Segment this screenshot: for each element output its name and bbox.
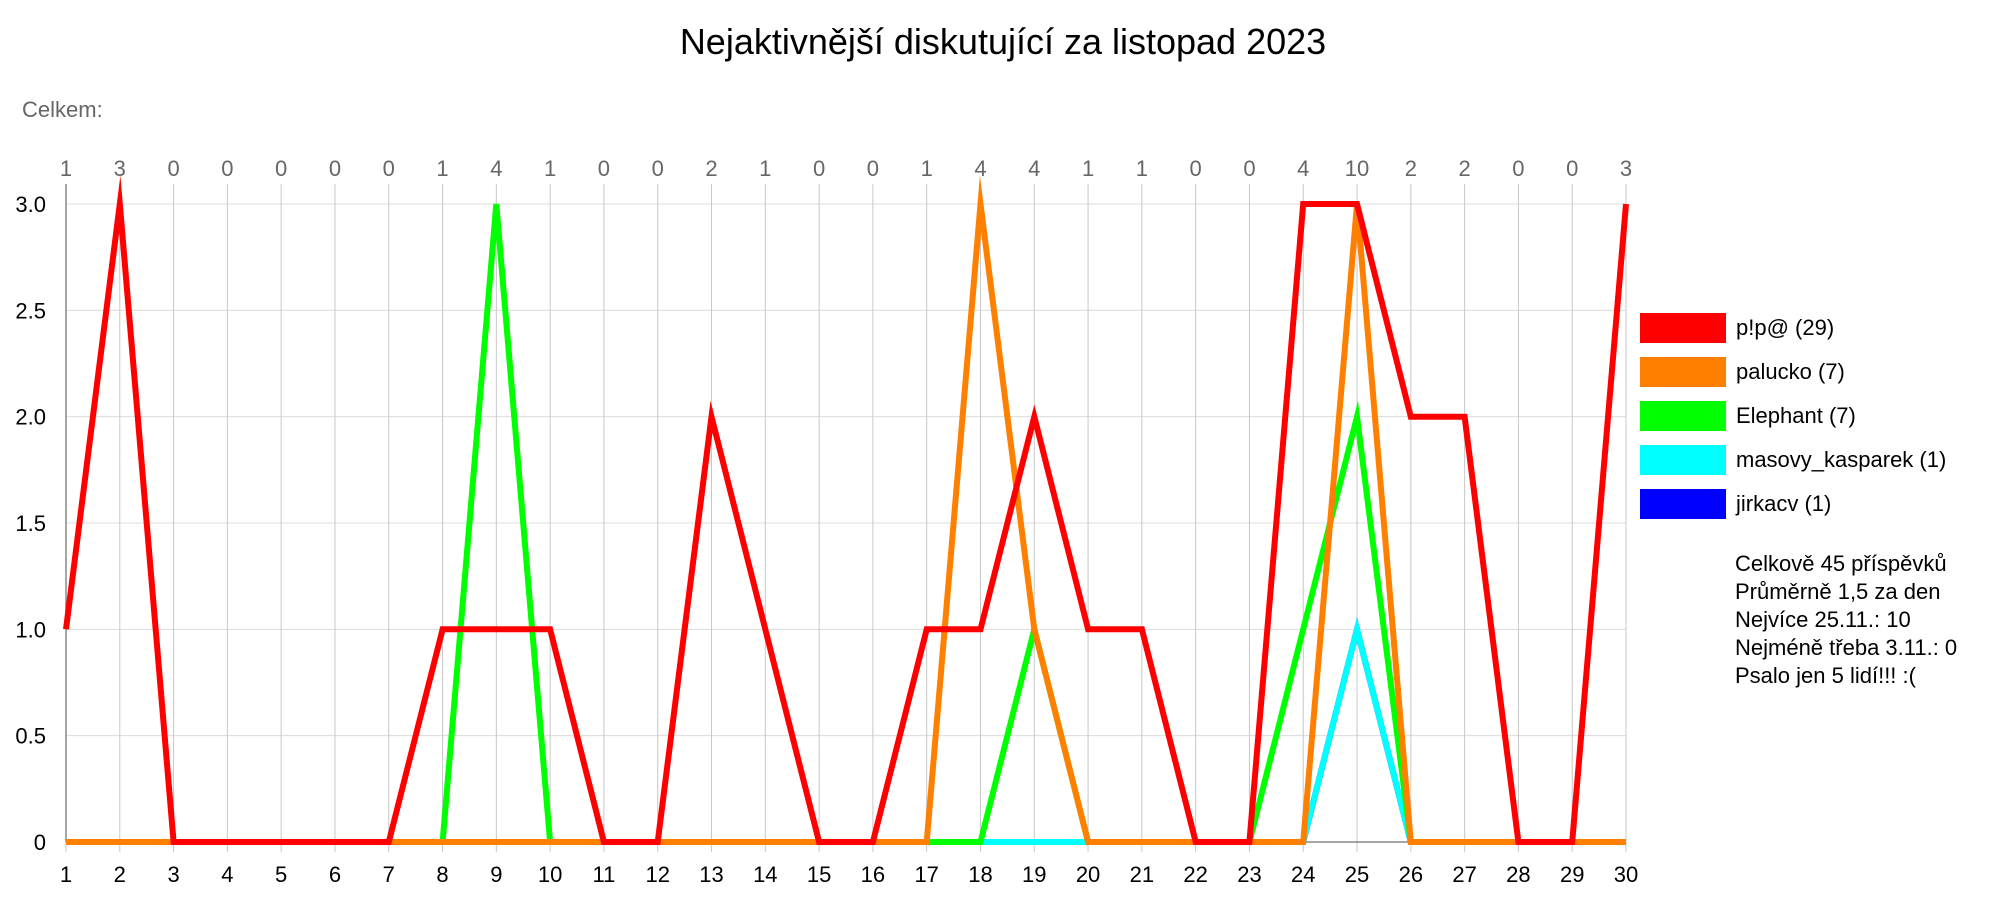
daily-total-label: 0: [167, 156, 179, 181]
legend-swatch: [1640, 401, 1726, 431]
x-tick-label: 3: [167, 862, 179, 887]
daily-total-label: 2: [705, 156, 717, 181]
daily-total-label: 0: [598, 156, 610, 181]
x-tick-label: 22: [1183, 862, 1207, 887]
chart-subtitle: Celkem:: [22, 97, 103, 122]
x-tick-label: 16: [861, 862, 885, 887]
daily-total-label: 0: [275, 156, 287, 181]
y-tick-label: 0: [34, 830, 46, 855]
daily-total-label: 4: [1028, 156, 1040, 181]
daily-total-label: 1: [436, 156, 448, 181]
legend-label: masovy_kasparek (1): [1736, 447, 1947, 472]
daily-total-label: 4: [490, 156, 502, 181]
legend-item-pipa[interactable]: p!p@ (29): [1640, 306, 1946, 350]
summary-average: Průměrně 1,5 za den: [1735, 579, 1941, 604]
daily-total-label: 1: [921, 156, 933, 181]
daily-total-label: 1: [759, 156, 771, 181]
y-tick-label: 3.0: [15, 192, 46, 217]
daily-total-label: 0: [329, 156, 341, 181]
daily-total-label: 1: [1082, 156, 1094, 181]
x-tick-label: 2: [114, 862, 126, 887]
axes: 00.51.01.52.02.53.0112330405060708194101…: [15, 156, 1638, 887]
x-tick-label: 15: [807, 862, 831, 887]
legend-swatch: [1640, 313, 1726, 343]
legend-item-palucko[interactable]: palucko (7): [1640, 350, 1946, 394]
legend: p!p@ (29) palucko (7) Elephant (7) masov…: [1640, 306, 1946, 526]
x-tick-label: 13: [699, 862, 723, 887]
y-tick-label: 0.5: [15, 724, 46, 749]
x-tick-label: 1: [60, 862, 72, 887]
daily-total-label: 0: [1243, 156, 1255, 181]
x-tick-label: 23: [1237, 862, 1261, 887]
x-tick-label: 20: [1076, 862, 1100, 887]
daily-total-label: 0: [1566, 156, 1578, 181]
legend-swatch: [1640, 445, 1726, 475]
daily-total-label: 1: [60, 156, 72, 181]
legend-label: p!p@ (29): [1736, 315, 1835, 340]
x-tick-label: 12: [645, 862, 669, 887]
daily-total-label: 3: [114, 156, 126, 181]
x-tick-label: 5: [275, 862, 287, 887]
x-tick-label: 24: [1291, 862, 1315, 887]
summary-max: Nejvíce 25.11.: 10: [1735, 607, 1911, 632]
x-tick-label: 8: [436, 862, 448, 887]
daily-total-label: 0: [1190, 156, 1202, 181]
summary-stats: Celkově 45 příspěvků Průměrně 1,5 za den…: [1735, 550, 1957, 690]
daily-total-label: 2: [1458, 156, 1470, 181]
y-tick-label: 2.0: [15, 405, 46, 430]
series-lines: [63, 175, 1629, 845]
x-tick-label: 10: [538, 862, 562, 887]
daily-total-label: 4: [974, 156, 986, 181]
x-tick-label: 14: [753, 862, 777, 887]
legend-label: jirkacv (1): [1736, 491, 1832, 516]
x-tick-label: 29: [1560, 862, 1584, 887]
daily-total-label: 3: [1620, 156, 1632, 181]
y-tick-label: 1.5: [15, 511, 46, 536]
daily-total-label: 0: [867, 156, 879, 181]
daily-total-label: 4: [1297, 156, 1309, 181]
x-tick-label: 27: [1452, 862, 1476, 887]
x-tick-label: 9: [490, 862, 502, 887]
legend-item-jirkacv[interactable]: jirkacv (1): [1640, 482, 1946, 526]
x-tick-label: 25: [1345, 862, 1369, 887]
x-tick-label: 18: [968, 862, 992, 887]
x-tick-label: 6: [329, 862, 341, 887]
legend-label: palucko (7): [1736, 359, 1845, 384]
summary-min: Nejméně třeba 3.11.: 0: [1735, 635, 1958, 660]
x-tick-label: 30: [1614, 862, 1638, 887]
x-tick-label: 19: [1022, 862, 1046, 887]
chart-title: Nejaktivnější diskutující za listopad 20…: [680, 21, 1326, 62]
summary-total: Celkově 45 příspěvků: [1735, 551, 1947, 576]
x-tick-label: 11: [593, 862, 616, 887]
daily-total-label: 2: [1405, 156, 1417, 181]
daily-total-label: 0: [652, 156, 664, 181]
y-tick-label: 2.5: [15, 298, 46, 323]
x-tick-label: 28: [1506, 862, 1530, 887]
summary-people: Psalo jen 5 lidí!!! :(: [1735, 663, 1916, 688]
legend-item-masovy-kasparek[interactable]: masovy_kasparek (1): [1640, 438, 1946, 482]
daily-total-label: 0: [383, 156, 395, 181]
daily-total-label: 0: [1512, 156, 1524, 181]
x-tick-label: 17: [914, 862, 938, 887]
daily-total-label: 0: [221, 156, 233, 181]
daily-total-label: 0: [813, 156, 825, 181]
grid: [65, 184, 1627, 852]
legend-swatch: [1640, 357, 1726, 387]
daily-total-label: 1: [544, 156, 556, 181]
series-line: [63, 175, 1629, 845]
legend-label: Elephant (7): [1736, 403, 1856, 428]
x-tick-label: 21: [1130, 862, 1154, 887]
legend-swatch: [1640, 489, 1726, 519]
legend-item-elephant[interactable]: Elephant (7): [1640, 394, 1946, 438]
y-tick-label: 1.0: [15, 617, 46, 642]
x-tick-label: 26: [1399, 862, 1423, 887]
x-tick-label: 7: [383, 862, 395, 887]
daily-total-label: 10: [1345, 156, 1369, 181]
daily-total-label: 1: [1136, 156, 1148, 181]
x-tick-label: 4: [221, 862, 233, 887]
